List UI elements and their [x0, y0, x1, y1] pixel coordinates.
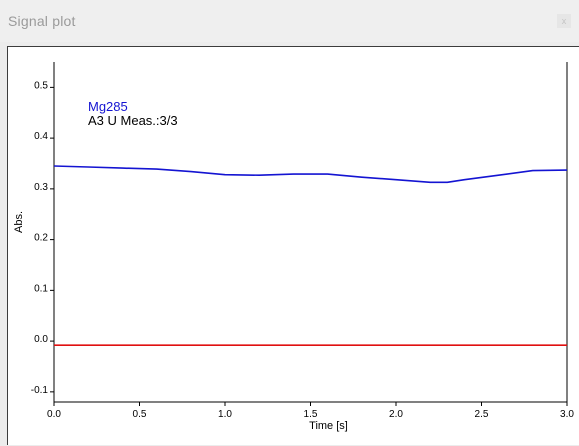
y-tick-label: 0.2	[34, 233, 48, 244]
window-title: Signal plot	[8, 13, 76, 29]
signal-name-annotation: Mg285	[88, 99, 128, 114]
y-tick-label: 0.4	[34, 131, 48, 142]
y-tick-label: -0.1	[31, 385, 49, 396]
x-axis-label: Time [s]	[309, 420, 348, 432]
close-icon: x	[561, 16, 567, 26]
x-tick-label: 0.0	[47, 409, 61, 420]
y-axis-label: Abs.	[13, 211, 25, 233]
signal-chart: -0.1 0.0 0.1 0.2 0.3 0.4 0.5 0.0 0.5 1.0 1.5 2.0 2.5…	[13, 62, 574, 432]
y-tick-label: 0.3	[34, 182, 48, 193]
x-tick-label: 2.0	[389, 409, 403, 420]
y-tick-label: 0.0	[34, 334, 48, 345]
x-tick-label: 0.5	[133, 409, 147, 420]
x-tick-label: 3.0	[560, 409, 574, 420]
y-tick-label: 0.5	[34, 80, 48, 91]
close-button[interactable]: x	[557, 14, 571, 28]
measurement-annotation: A3 U Meas.:3/3	[88, 113, 178, 128]
series-line-0	[53, 165, 568, 184]
y-tick-label: 0.1	[34, 283, 48, 294]
plot-panel: -0.1 0.0 0.1 0.2 0.3 0.4 0.5 0.0 0.5 1.0 1.5 2.0 2.5…	[7, 46, 579, 445]
x-tick-label: 2.5	[475, 409, 489, 420]
window-titlebar[interactable]: Signal plot x	[0, 0, 579, 42]
x-tick-label: 1.5	[304, 409, 318, 420]
x-tick-label: 1.0	[218, 409, 232, 420]
